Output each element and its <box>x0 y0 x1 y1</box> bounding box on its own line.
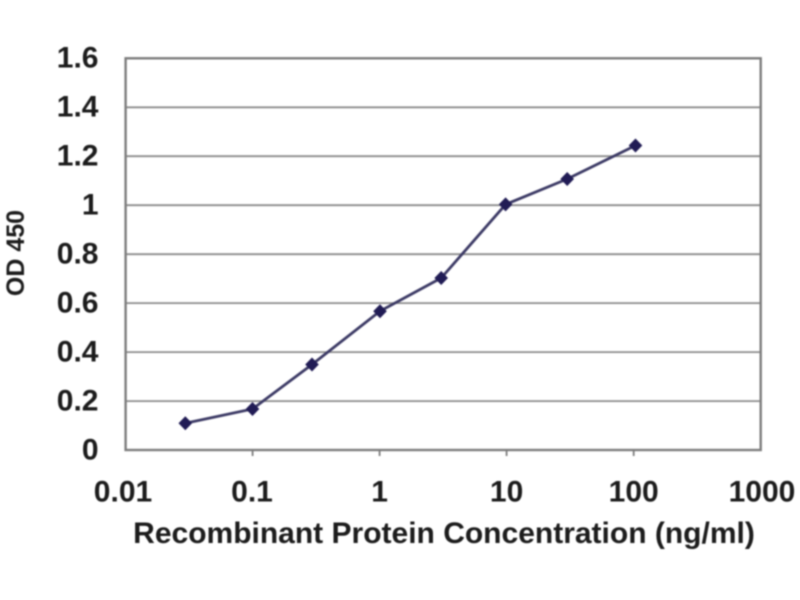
svg-text:0.6: 0.6 <box>57 286 99 319</box>
svg-text:100: 100 <box>609 476 659 509</box>
svg-text:0: 0 <box>82 433 99 466</box>
svg-text:0.4: 0.4 <box>57 335 99 368</box>
svg-text:0.1: 0.1 <box>231 476 273 509</box>
svg-text:0.2: 0.2 <box>57 384 99 417</box>
svg-text:Recombinant Protein Concentrat: Recombinant Protein Concentration (ng/ml… <box>133 517 755 550</box>
svg-text:0.01: 0.01 <box>94 476 152 509</box>
svg-text:OD 450: OD 450 <box>2 210 30 296</box>
svg-text:1000: 1000 <box>729 476 796 509</box>
svg-text:1.2: 1.2 <box>57 140 99 173</box>
svg-text:1: 1 <box>82 189 99 222</box>
svg-text:1: 1 <box>371 476 388 509</box>
svg-text:1.6: 1.6 <box>57 42 99 75</box>
svg-text:10: 10 <box>490 476 523 509</box>
svg-text:0.8: 0.8 <box>57 238 99 271</box>
svg-text:1.4: 1.4 <box>57 91 99 124</box>
